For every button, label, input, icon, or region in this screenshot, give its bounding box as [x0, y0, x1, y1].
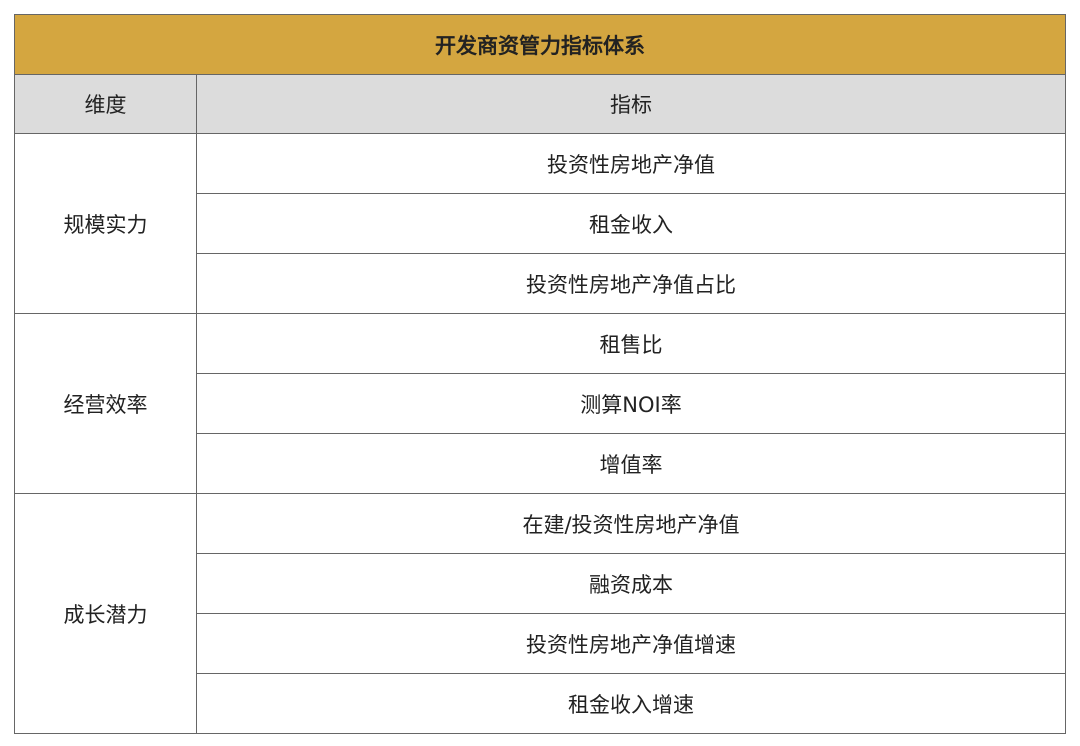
dimension-cell: 经营效率	[14, 313, 197, 494]
table-title: 开发商资管力指标体系	[14, 14, 1066, 75]
dimension-cell: 成长潜力	[14, 493, 197, 734]
table-row: 投资性房地产净值增速	[15, 613, 1066, 674]
table-row: 租金收入增速	[15, 673, 1066, 734]
table-row: 成长潜力 在建/投资性房地产净值	[14, 493, 1066, 734]
indicator-cell: 租金收入	[196, 193, 1066, 254]
table-row: 投资性房地产净值占比	[15, 253, 1066, 314]
table-row: 测算NOI率	[15, 373, 1066, 434]
table-row: 租金收入	[15, 193, 1066, 254]
indicator-cell: 投资性房地产净值	[196, 133, 1066, 194]
indicator-cell: 投资性房地产净值增速	[196, 613, 1066, 674]
table-row: 经营效率 租售比	[14, 313, 1066, 494]
header-row: 维度 指标	[14, 74, 1066, 134]
indicator-cell: 投资性房地产净值占比	[196, 253, 1066, 314]
indicator-cell: 在建/投资性房地产净值	[196, 493, 1066, 554]
indicator-cell: 租售比	[196, 313, 1066, 374]
header-dimension: 维度	[14, 74, 197, 134]
dimension-cell: 规模实力	[14, 133, 197, 314]
indicator-cell: 融资成本	[196, 553, 1066, 614]
header-indicator: 指标	[196, 74, 1066, 134]
indicator-cell: 测算NOI率	[196, 373, 1066, 434]
indicator-cell: 增值率	[196, 433, 1066, 494]
table-row: 规模实力 投资性房地产净值	[14, 133, 1066, 314]
indicator-cell: 租金收入增速	[196, 673, 1066, 734]
indicator-table: 开发商资管力指标体系 维度 指标 规模实力 投资性房地产净值 租金收入 投资性房…	[14, 14, 1066, 734]
title-row: 开发商资管力指标体系	[14, 14, 1066, 75]
